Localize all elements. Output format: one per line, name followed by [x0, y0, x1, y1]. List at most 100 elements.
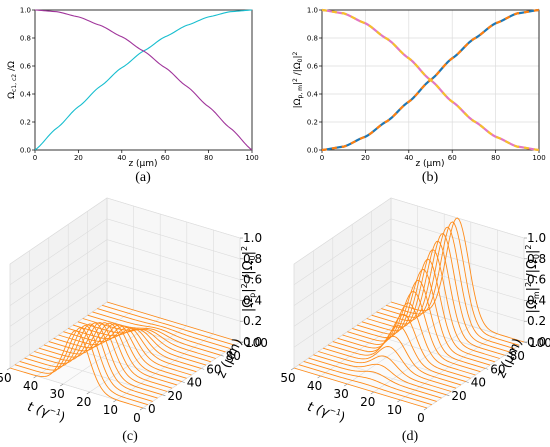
x-tick-label: 80 [491, 154, 500, 162]
surface-line [298, 364, 432, 406]
surface-line [58, 325, 192, 376]
t-tick-label: 10 [103, 403, 118, 417]
t-tick-mark [317, 375, 321, 379]
x-tick-label: 40 [117, 154, 126, 162]
z-tick-mark [504, 354, 508, 357]
t-tick-label: 30 [50, 387, 65, 401]
y-tick-label: 0.4 [20, 91, 32, 99]
surface-line [38, 322, 173, 389]
amp-axis-label-c: |Ωp|2 /|Ω0|2 [240, 246, 257, 312]
y-tick-label: 1.0 [307, 7, 318, 15]
z-tick-mark [162, 394, 166, 397]
t-tick-label: 50 [0, 371, 12, 385]
t-tick-mark [290, 367, 295, 371]
t-axis-label-c: t (γ−1) [25, 399, 67, 426]
y-tick-label: 0.2 [307, 119, 318, 127]
surface-line [293, 367, 428, 409]
z-tick-label: 20 [451, 389, 466, 403]
series-lines-a [34, 9, 253, 151]
series-line-2 [34, 9, 253, 151]
t-tick-mark [370, 391, 374, 395]
panel-b: 0 20 40 60 80 100 0.0 0.2 0.4 0.6 0.8 1.0 z (μm) |… [292, 7, 546, 186]
surface-line [102, 304, 236, 346]
y-ticks-b: 0.0 0.2 0.4 0.6 0.8 1.0 [307, 7, 322, 155]
z-tick-mark [485, 368, 489, 370]
surface-line [371, 240, 505, 356]
surface-line [48, 323, 182, 383]
amp-tick-label: 0.8 [243, 252, 262, 266]
t-tick-label: 50 [280, 371, 295, 385]
t-tick-label: 0 [133, 411, 141, 425]
y-ticks-a: 0.0 0.2 0.4 0.6 0.8 1.0 [20, 7, 35, 155]
t-tick-label: 20 [360, 395, 375, 409]
plot-frame-b [321, 9, 540, 151]
panel-a: 0 20 40 60 80 100 0.0 0.2 0.4 0.6 0.8 1.0 z (μm) Ω… [7, 7, 259, 186]
amp-axis-label-d: |Ωm|2 /|Ω0|2 [524, 244, 541, 313]
t-tick-mark [113, 399, 117, 403]
amp-tick-label: 0.0 [527, 335, 546, 349]
surface-line [92, 311, 226, 353]
t-tick-mark [139, 407, 144, 411]
x-tick-label: 60 [448, 154, 457, 162]
t-axis-label-d: t (γ−1) [305, 399, 347, 426]
amp-tick-label: 0.4 [527, 293, 546, 307]
y-tick-label: 0.6 [307, 63, 319, 71]
t-tick-mark [397, 399, 401, 403]
t-tick-mark [60, 383, 64, 387]
amp-tick-label: 0.2 [527, 314, 546, 328]
y-tick-label: 0.0 [307, 147, 318, 155]
z-tick-mark [465, 381, 469, 383]
amp-ticks-c: 0.0 0.2 0.4 0.6 0.8 1.0 [240, 231, 262, 349]
z-tick-mark [446, 394, 450, 397]
y-axis-label-a: Ωc1, c2 /Ω [7, 61, 18, 99]
x-tick-label: 20 [361, 154, 370, 162]
surface-line [53, 324, 187, 379]
z-tick-mark [181, 381, 185, 383]
y-tick-label: 0.0 [20, 147, 31, 155]
z-tick-label: 80 [510, 349, 525, 363]
z-tick-label: 60 [490, 362, 505, 376]
panel-label-a: (a) [135, 170, 151, 185]
amp-tick-label: 1.0 [243, 231, 262, 245]
grid-a [9, 197, 241, 265]
x-tick-label: 100 [245, 154, 258, 162]
t-tick-label: 20 [76, 395, 91, 409]
y-tick-label: 0.6 [20, 63, 32, 71]
x-ticks-b: 0 20 40 60 80 100 [320, 150, 546, 162]
x-ticks-a: 0 20 40 60 80 100 [33, 150, 259, 162]
surface-line [29, 322, 163, 396]
surface-line [34, 322, 168, 392]
surface-line [106, 301, 241, 343]
z-tick-label: 40 [471, 376, 486, 390]
amp-ticks-d: 0.0 0.2 0.4 0.6 0.8 1.0 [524, 231, 546, 349]
t-tick-label: 10 [387, 403, 402, 417]
plot-frame-a [34, 9, 253, 151]
surface-line [303, 360, 437, 402]
surface-line [24, 323, 158, 399]
y-tick-label: 0.8 [20, 35, 31, 43]
z-tick-label: 40 [187, 376, 202, 390]
t-tick-label: 40 [307, 379, 322, 393]
t-tick-label: 0 [417, 411, 425, 425]
x-tick-label: 0 [33, 154, 37, 162]
y-tick-label: 1.0 [20, 7, 31, 15]
amp-tick-label: 0.8 [527, 252, 546, 266]
t-tick-mark [344, 383, 348, 387]
z-ticks-c: 0 20 40 60 80 100 [142, 336, 268, 416]
surface-line [87, 314, 221, 356]
surface-line [43, 322, 178, 386]
z-ticks-d: 20 40 60 80 100 [446, 336, 550, 403]
amp-tick-label: 0.4 [243, 293, 262, 307]
panel-label-d: (d) [402, 429, 419, 444]
surface-lines-d [293, 217, 525, 409]
surface-line [313, 354, 447, 396]
z-tick-mark [201, 368, 205, 370]
z-tick-label: 0 [148, 402, 156, 416]
y-tick-label: 0.8 [307, 35, 318, 43]
amp-tick-label: 0.0 [243, 335, 262, 349]
surface-line [318, 351, 452, 392]
series-dash-2 [321, 8, 540, 152]
